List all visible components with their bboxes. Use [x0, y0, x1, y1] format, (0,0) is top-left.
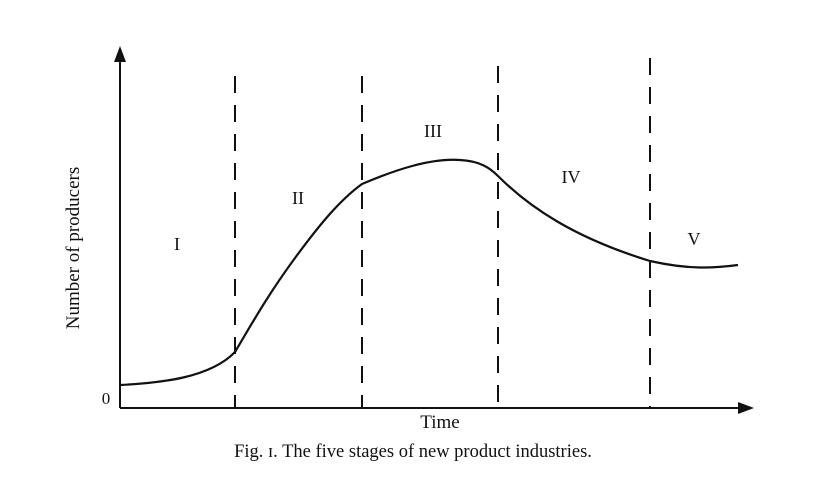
origin-label: 0	[102, 389, 111, 408]
figure-caption: Fig. ɪ. The five stages of new product i…	[234, 442, 592, 462]
y-axis-label: Number of producers	[63, 167, 84, 330]
stage-label-4: IV	[562, 167, 581, 187]
stage-label-1: I	[174, 234, 180, 254]
stage-boundaries	[234, 58, 651, 408]
stage-label-2: II	[292, 188, 304, 208]
y-axis-arrowhead	[114, 46, 126, 62]
x-axis-arrowhead	[738, 402, 754, 414]
producers-curve	[119, 158, 739, 387]
stage-label-3: III	[424, 121, 442, 141]
x-axis-label: Time	[420, 412, 459, 433]
stage-label-5: V	[688, 229, 701, 249]
